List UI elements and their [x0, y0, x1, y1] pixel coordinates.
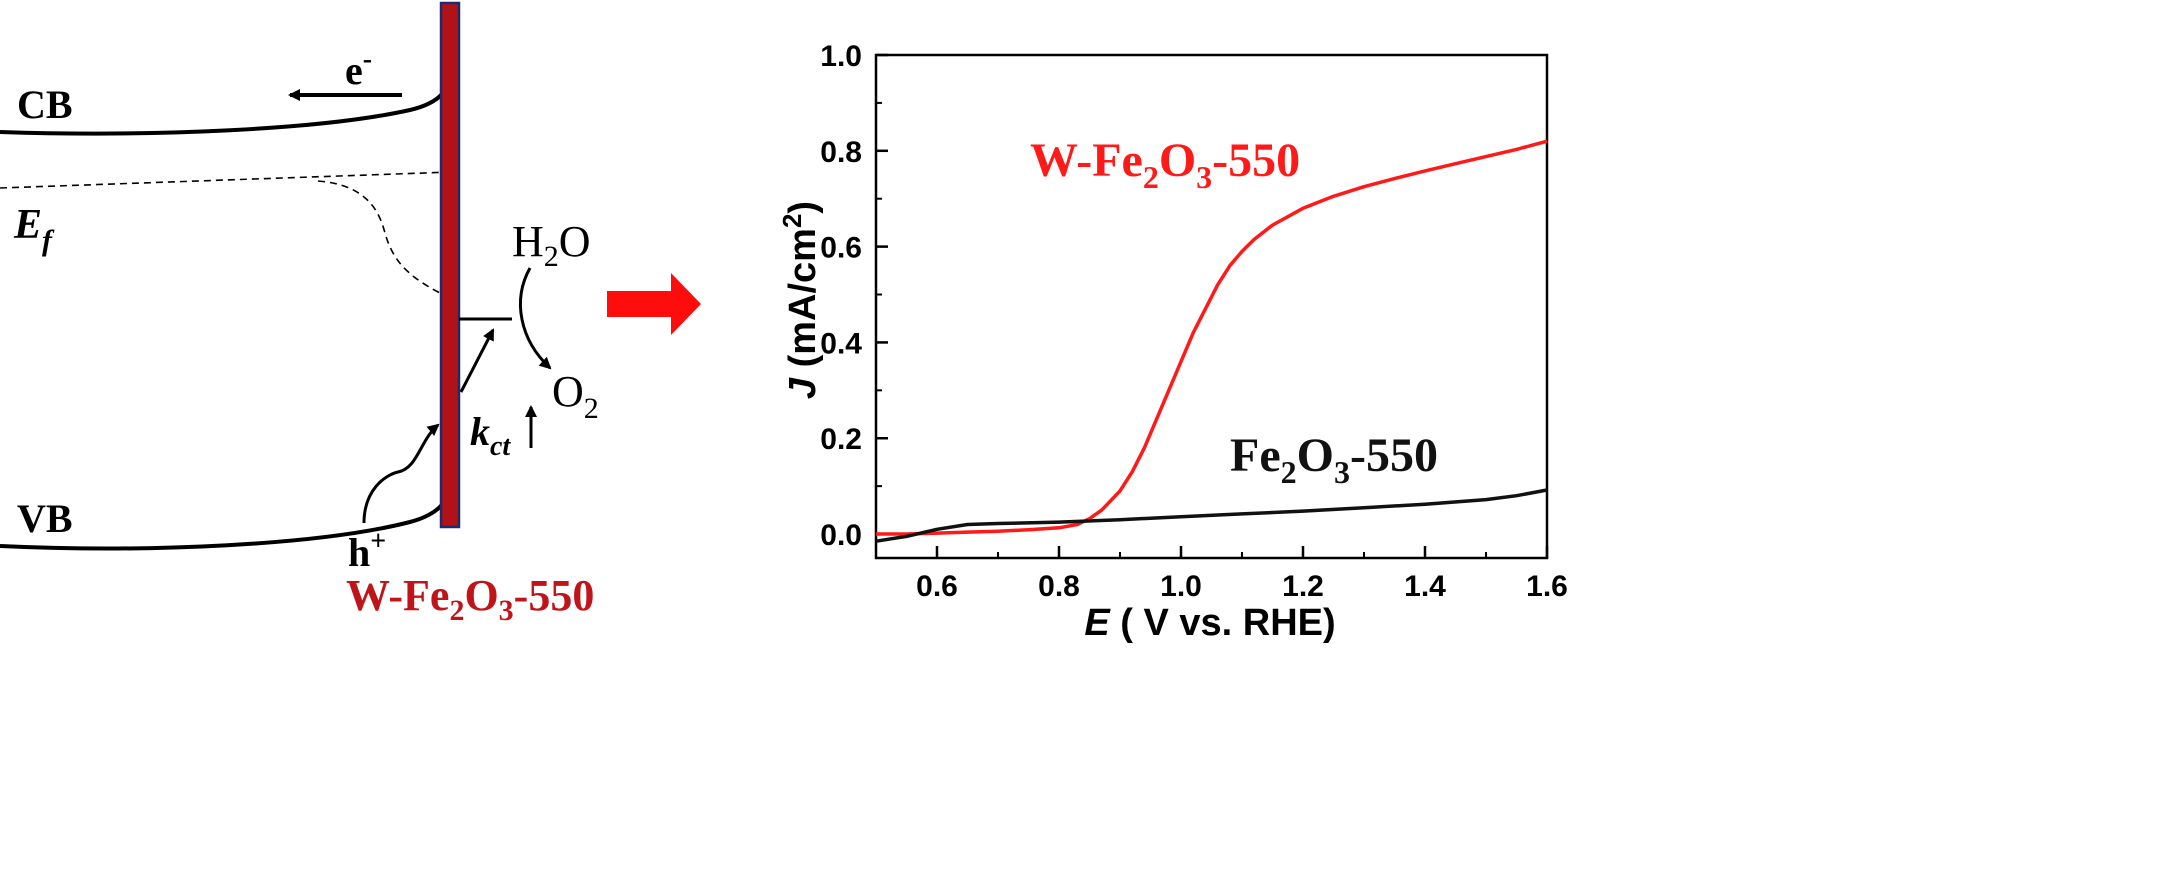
kct-label: kct — [470, 409, 511, 462]
oxygen-label: O2 — [552, 367, 599, 425]
axis-ticks: 0.6 0.8 1.0 1.2 1.4 1.6 0.0 0.2 0.4 0.6 0.8 1.0 — [820, 40, 1568, 603]
water-tail: O — [559, 217, 591, 266]
y-tick-label: 0.6 — [820, 232, 862, 265]
x-tick-label: 1.0 — [1160, 570, 1202, 603]
ef-bend-dashed-curve — [317, 180, 456, 297]
fermi-level-bend — [318, 182, 460, 296]
y-axis-label: J (mA/cm2) — [777, 201, 824, 399]
series-line-fe2o3 — [875, 488, 1548, 543]
x-tick-label: 1.2 — [1282, 570, 1324, 603]
fermi-level-label: Ef — [13, 202, 55, 257]
series-label-w-sub-2: 3 — [1196, 159, 1212, 195]
series-label-fe-part-3: -550 — [1350, 429, 1438, 482]
jv-chart: 0.6 0.8 1.0 1.2 1.4 1.6 0.0 0.2 0.4 0.6 0.8 1.0 E (… — [777, 40, 1568, 644]
data-curves — [875, 139, 1548, 543]
y-axis-label-sup: 2 — [777, 214, 807, 228]
fermi-dashed-bend — [318, 182, 460, 296]
series-label-w-part-2: O — [1159, 134, 1196, 187]
vb-label: VB — [17, 496, 73, 541]
sample-sub-2: 3 — [499, 594, 514, 627]
hole-label: h+ — [348, 526, 386, 575]
water-label: H2O — [512, 217, 591, 273]
y-axis-label-rest: (mA/cm — [782, 228, 824, 378]
series-label-fe2o3: Fe2O3-550 — [1230, 429, 1438, 490]
surface-transfer-arrow — [459, 328, 495, 393]
y-tick-label: 0.2 — [820, 423, 862, 456]
sample-part-2: O — [464, 571, 498, 620]
fermi-level-subscript: f — [42, 224, 55, 257]
transition-arrow — [607, 273, 701, 335]
y-tick-label: 0.8 — [820, 136, 862, 169]
series-label-fe-sub-1: 2 — [1281, 454, 1297, 490]
y-tick-label: 0.4 — [820, 327, 862, 360]
series-line-w-fe2o3 — [876, 139, 1548, 536]
water-subscript: 2 — [544, 240, 559, 273]
sample-sub-1: 2 — [449, 594, 464, 627]
sample-label: W-Fe2O3-550 — [346, 571, 594, 627]
y-axis-label-close: ) — [782, 201, 824, 214]
series-label-fe-sub-2: 3 — [1334, 454, 1350, 490]
x-tick-label: 0.8 — [1038, 570, 1080, 603]
band-diagram: CB VB Ef e- h+ H2O O2 kct W-Fe2O3-550 — [0, 1, 599, 627]
oxygen-subscript: 2 — [584, 392, 599, 425]
hole-transfer-arrow — [362, 423, 440, 524]
fermi-level-line — [0, 171, 453, 189]
y-tick-label: 1.0 — [820, 40, 862, 73]
hole-superscript: + — [370, 526, 386, 557]
plot-frame — [874, 53, 1549, 560]
x-tick-label: 1.4 — [1404, 570, 1446, 603]
cb-label: CB — [17, 82, 73, 127]
series-label-fe-part-2: O — [1297, 429, 1334, 482]
x-tick-label: 1.6 — [1526, 570, 1568, 603]
y-tick-label: 0.0 — [820, 519, 862, 552]
electrode-bar — [439, 1, 461, 529]
series-label-w-sub-1: 2 — [1143, 159, 1159, 195]
electron-superscript: - — [363, 44, 372, 75]
sample-part-3: -550 — [514, 571, 595, 620]
kct-subscript: ct — [490, 431, 511, 462]
series-label-w-part-3: -550 — [1212, 134, 1300, 187]
x-tick-label: 0.6 — [916, 570, 958, 603]
fermi-sag-curve — [300, 182, 445, 245]
fermi-level-dip — [318, 182, 460, 296]
x-axis-label: E ( V vs. RHE) — [1084, 602, 1335, 644]
electron-label: e- — [345, 44, 372, 93]
series-label-w-fe2o3: W-Fe2O3-550 — [1030, 134, 1300, 195]
water-oxidation-arrow — [518, 267, 552, 370]
x-axis-label-rest: ( V vs. RHE) — [1110, 602, 1336, 644]
